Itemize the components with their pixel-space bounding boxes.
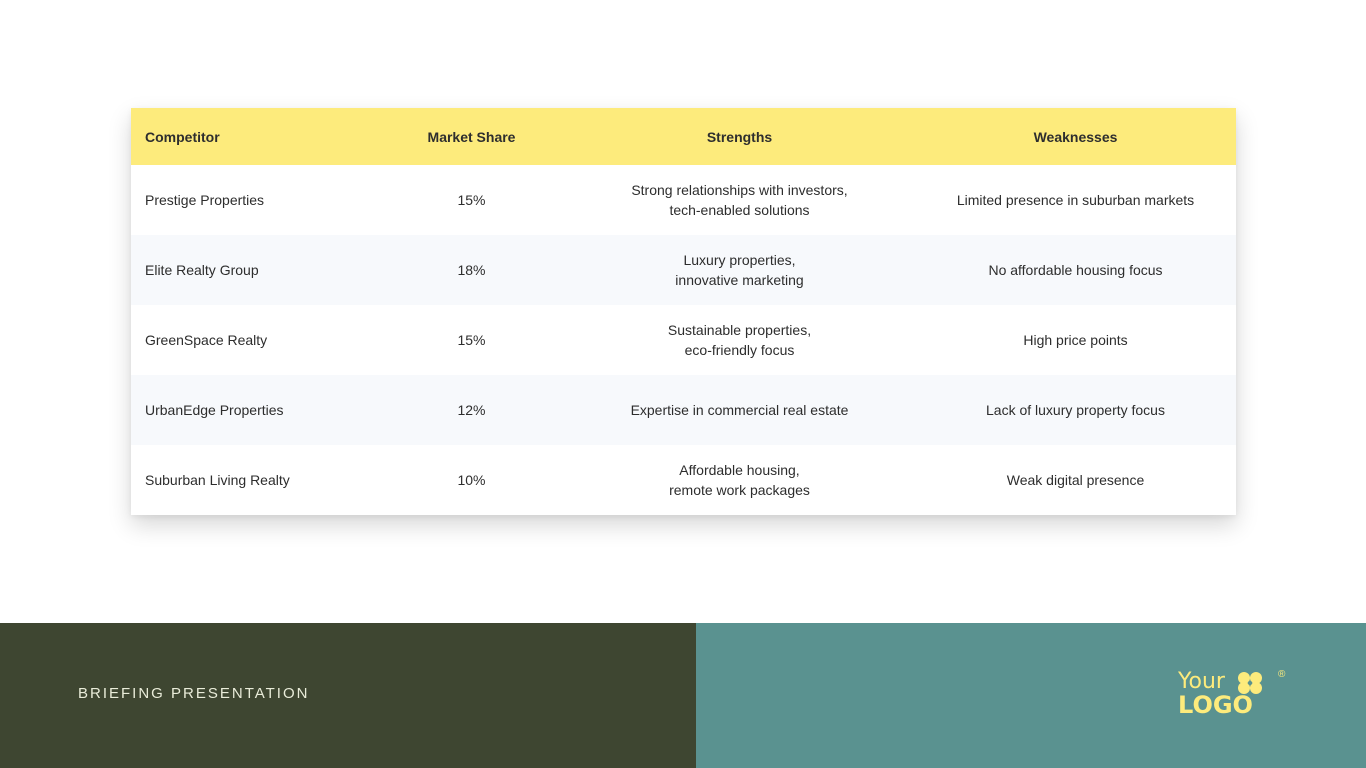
strength-line: innovative marketing — [675, 272, 804, 288]
cell-weakness: Limited presence in suburban markets — [956, 192, 1195, 208]
footer-left-panel: BRIEFING PRESENTATION — [0, 623, 696, 768]
cell-weakness: Lack of luxury property focus — [986, 402, 1165, 418]
strength-line: Affordable housing, — [679, 462, 800, 478]
cell-market-share: 15% — [457, 332, 486, 348]
cell-weakness: No affordable housing focus — [988, 262, 1163, 278]
cell-competitor: Suburban Living Realty — [145, 472, 290, 488]
cell-market-share: 15% — [457, 192, 486, 208]
header-weaknesses: Weaknesses — [1033, 128, 1118, 145]
table-row: GreenSpace Realty 15% Sustainable proper… — [131, 305, 1236, 375]
cell-strengths: Sustainable properties, eco-friendly foc… — [564, 305, 915, 375]
cell-weakness: High price points — [1023, 332, 1128, 348]
logo-flower-icon — [1236, 671, 1264, 700]
strength-line: remote work packages — [669, 482, 810, 498]
table-row: Elite Realty Group 18% Luxury properties… — [131, 235, 1236, 305]
table-header-row: Competitor Market Share Strengths Weakne… — [131, 108, 1236, 165]
strength-line: Sustainable properties, — [667, 322, 812, 338]
cell-strengths: Strong relationships with investors, tec… — [564, 165, 915, 235]
cell-strengths: Expertise in commercial real estate — [564, 375, 915, 445]
cell-competitor: Prestige Properties — [145, 192, 265, 208]
footer-label: BRIEFING PRESENTATION — [78, 685, 310, 702]
strength-line: Strong relationships with investors, — [631, 182, 848, 198]
strength-line: Expertise in commercial real estate — [630, 402, 849, 418]
logo-text-logo: LOGO — [1178, 691, 1253, 719]
cell-competitor: GreenSpace Realty — [145, 332, 268, 348]
cell-weakness: Weak digital presence — [1006, 472, 1145, 488]
table-row: Prestige Properties 15% Strong relations… — [131, 165, 1236, 235]
cell-strengths: Luxury properties, innovative marketing — [564, 235, 915, 305]
cell-market-share: 10% — [457, 472, 486, 488]
logo: Your ® LOGO — [1178, 669, 1290, 721]
strength-line: eco-friendly focus — [684, 342, 795, 358]
strength-line: Luxury properties, — [683, 252, 796, 268]
cell-competitor: Elite Realty Group — [145, 262, 259, 278]
cell-market-share: 12% — [457, 402, 486, 418]
registered-mark: ® — [1278, 669, 1286, 680]
table-row: UrbanEdge Properties 12% Expertise in co… — [131, 375, 1236, 445]
header-competitor: Competitor — [145, 128, 220, 145]
header-strengths: Strengths — [706, 128, 773, 145]
competitor-table-card: Competitor Market Share Strengths Weakne… — [131, 108, 1236, 515]
cell-market-share: 18% — [457, 262, 486, 278]
cell-competitor: UrbanEdge Properties — [145, 402, 284, 418]
competitor-table: Competitor Market Share Strengths Weakne… — [131, 108, 1236, 515]
strength-line: tech-enabled solutions — [669, 202, 810, 218]
logo-text-your: Your — [1178, 669, 1225, 694]
header-market-share: Market Share — [427, 128, 516, 145]
table-row: Suburban Living Realty 10% Affordable ho… — [131, 445, 1236, 515]
cell-strengths: Affordable housing, remote work packages — [564, 445, 915, 515]
footer-right-panel: Your ® LOGO — [696, 623, 1366, 768]
